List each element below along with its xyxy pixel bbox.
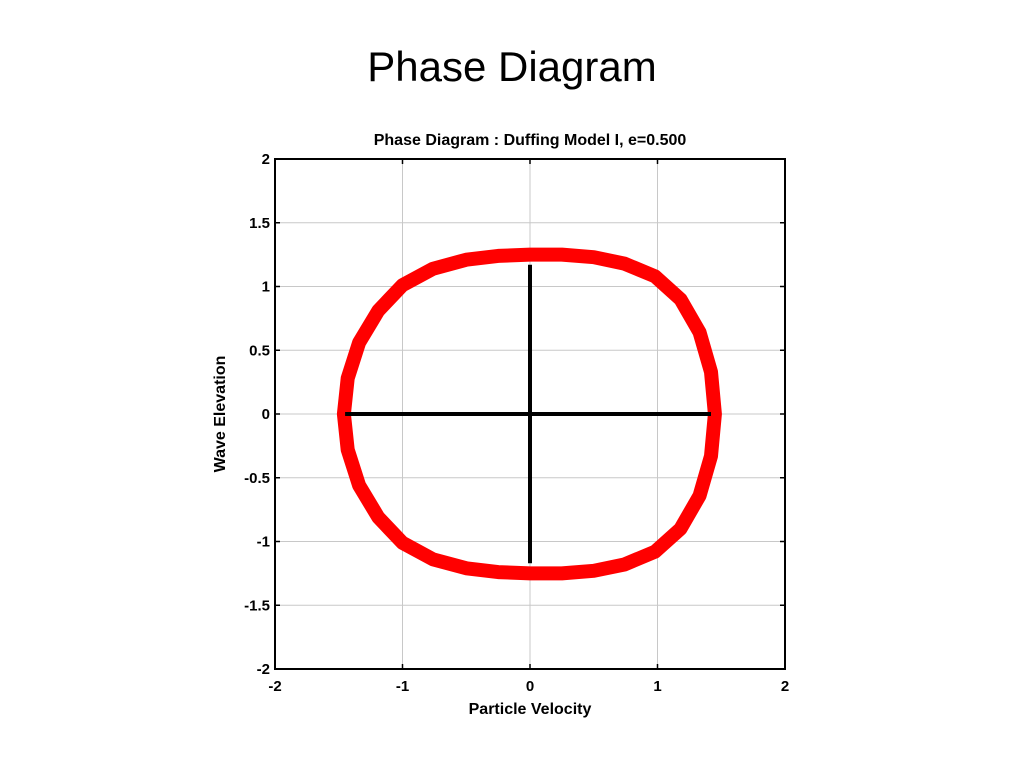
x-tick-label: -1: [396, 678, 409, 695]
x-tick-label: -2: [268, 678, 281, 695]
y-tick-label: 2: [262, 151, 270, 168]
y-tick-label: 0: [262, 406, 270, 423]
y-tick-label: 0.5: [249, 342, 270, 359]
x-tick-label: 1: [653, 678, 661, 695]
y-tick-label: -0.5: [244, 470, 270, 487]
chart-title: Phase Diagram : Duffing Model I, e=0.500: [374, 132, 687, 149]
y-tick-label: 1.5: [249, 215, 270, 232]
slide-title: Phase Diagram: [367, 43, 657, 90]
y-tick-label: -1: [257, 534, 270, 551]
y-tick-label: 1: [262, 279, 270, 296]
x-tick-label: 2: [781, 678, 789, 695]
y-axis-label: Wave Elevation: [212, 356, 229, 473]
x-tick-label: 0: [526, 678, 534, 695]
y-tick-label: -1.5: [244, 597, 270, 614]
phase-curve: [336, 247, 722, 581]
y-tick-label: -2: [257, 661, 270, 678]
x-axis-label: Particle Velocity: [469, 701, 592, 718]
